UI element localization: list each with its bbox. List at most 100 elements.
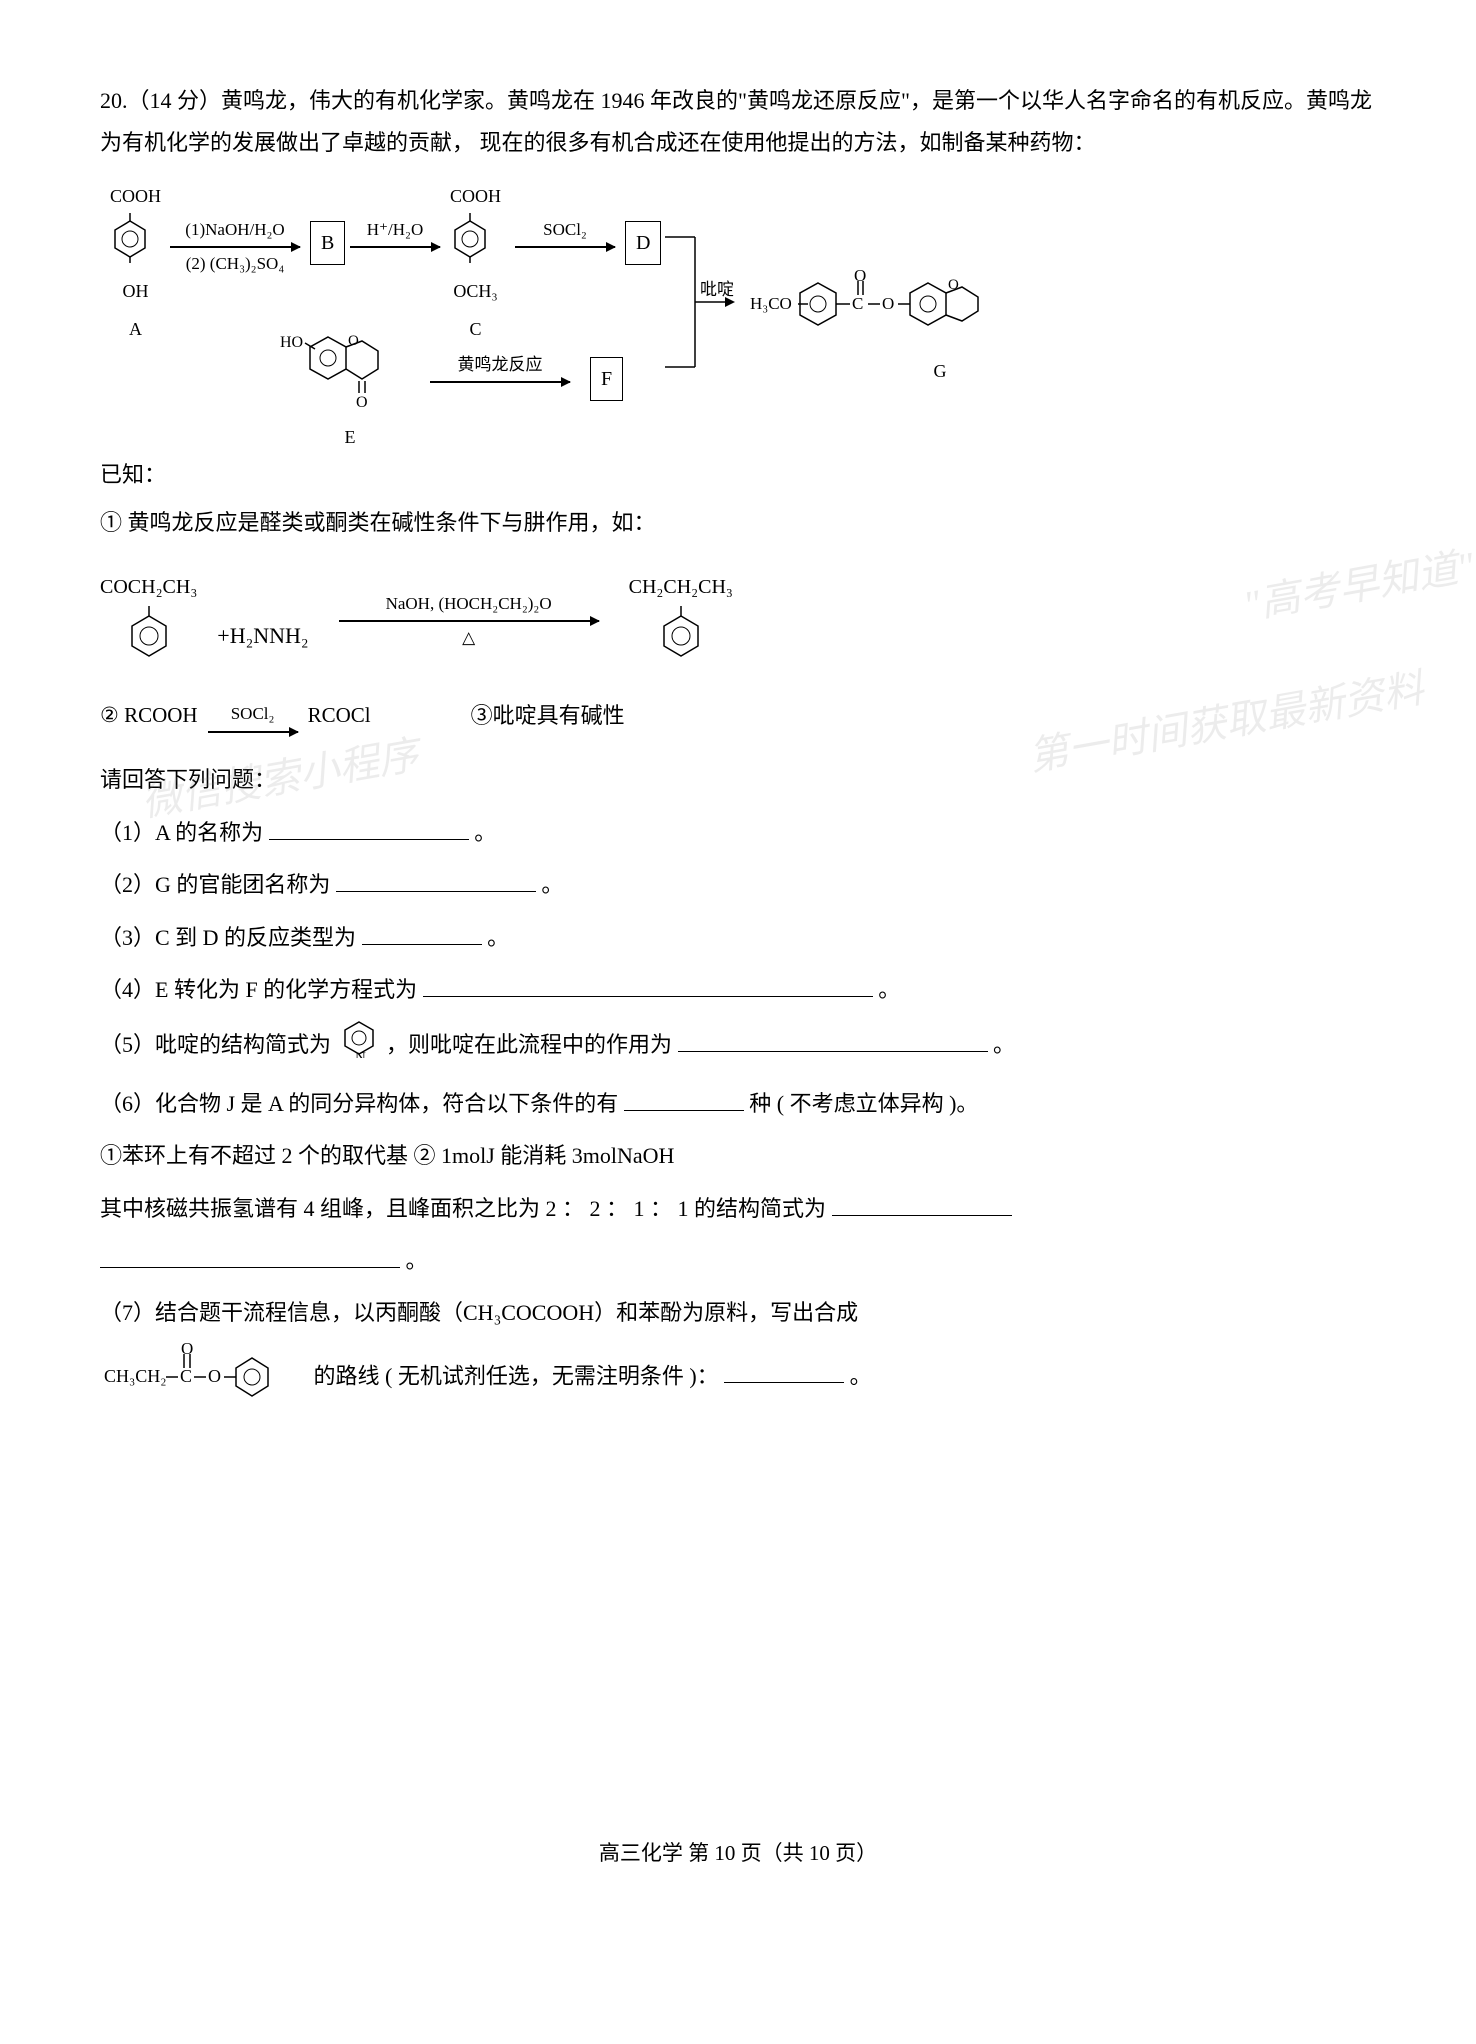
plus-hydrazine: +H₂NNH₂	[217, 615, 308, 657]
q6-mid: 种 ( 不考虑立体异构 )。	[749, 1091, 978, 1116]
compound-a: COOH OH A	[110, 179, 161, 347]
bracket-lines	[665, 232, 735, 383]
q7a-text: （7）结合题干流程信息，以丙酮酸（CH₃COCOOH）和苯酚为原料，写出合成	[100, 1300, 858, 1325]
blank-q3[interactable]	[362, 923, 482, 945]
q5b-text: ，则吡啶在此流程中的作用为	[386, 1032, 672, 1057]
arrow-a-b: (1)NaOH/H₂O (2) (CH₃)₂SO₄	[170, 214, 300, 281]
question-points: （14 分）	[128, 88, 222, 113]
benzene-icon	[110, 213, 150, 263]
svg-text:O: O	[348, 333, 359, 349]
item2-arrow: SOCl₂	[208, 698, 298, 732]
compound-label-g: G	[750, 354, 1130, 388]
compound-c: COOH OCH₃ C	[450, 179, 501, 347]
arrow-socl2: SOCl₂	[231, 698, 275, 730]
arrow-label: SOCl₂	[515, 214, 615, 246]
arrow-label-pyridine: 吡啶	[700, 274, 734, 306]
compound-label-e: E	[280, 420, 420, 454]
blank-q6b[interactable]	[832, 1194, 1012, 1216]
q5a-text: （5）吡啶的结构简式为	[100, 1032, 331, 1057]
subq-5: （5）吡啶的结构简式为 N ，则吡啶在此流程中的作用为 。	[100, 1018, 1376, 1075]
svg-text:O: O	[882, 294, 894, 313]
subq-6-cond: ①苯环上有不超过 2 个的取代基 ② 1molJ 能消耗 3molNaOH	[100, 1132, 1376, 1180]
blank-q2[interactable]	[336, 870, 536, 892]
compound-e: HO O O E	[280, 329, 420, 454]
blank-q4[interactable]	[423, 975, 873, 997]
item2-right: RCOCl	[308, 696, 371, 736]
subq-2: （2）G 的官能团名称为 。	[100, 861, 1376, 909]
arrow-e-f: 黄鸣龙反应	[430, 349, 570, 383]
given-header: 已知：	[100, 454, 1376, 496]
blank-q5[interactable]	[678, 1030, 988, 1052]
subq-7: （7）结合题干流程信息，以丙酮酸（CH₃COCOOH）和苯酚为原料，写出合成	[100, 1289, 1376, 1337]
cond-bottom: △	[462, 622, 475, 654]
subq-3: （3）C 到 D 的反应类型为 。	[100, 914, 1376, 962]
box-d: D	[625, 221, 661, 265]
q2-end: 。	[541, 872, 563, 897]
subq-1: （1）A 的名称为 。	[100, 809, 1376, 857]
arrow-b-c: H⁺/H₂O	[350, 214, 440, 248]
q7-target-structure: CH₃CH₂ C O O	[104, 1342, 304, 1414]
subq-7-struct-row: CH₃CH₂ C O O 的路线 ( 无机试剂任选，无需注明条件 )： 。	[100, 1342, 1376, 1414]
sub-left: COCH₂CH₃	[100, 568, 197, 606]
page-footer: 高三化学 第 10 页（共 10 页）	[100, 1834, 1376, 1874]
example-reaction: COCH₂CH₃ +H₂NNH₂ NaOH, (HOCH₂CH₂)₂O △ CH…	[100, 568, 1376, 675]
benzene-icon	[450, 213, 490, 263]
question-intro: 20.（14 分）黄鸣龙，伟大的有机化学家。黄鸣龙在 1946 年改良的"黄鸣龙…	[100, 80, 1376, 164]
compound-g: H₃CO C O O O G	[750, 269, 1130, 388]
arrow-label-top: (1)NaOH/H₂O	[170, 214, 300, 246]
compound-f: F	[590, 357, 623, 401]
item2-left: ② RCOOH	[100, 696, 198, 736]
q6-nmr-text: 其中核磁共振氢谱有 4 组峰，且峰面积之比为 2 ： 2 ： 1 ： 1 的结构…	[100, 1196, 826, 1221]
example-left: COCH₂CH₃	[100, 568, 197, 675]
question-intro-text: 黄鸣龙，伟大的有机化学家。黄鸣龙在 1946 年改良的"黄鸣龙还原反应"，是第一…	[100, 88, 1372, 155]
given-items-2-3: ② RCOOH SOCl₂ RCOCl ③吡啶具有碱性 第一时间获取最新资料	[100, 695, 1376, 737]
svg-text:O: O	[208, 1366, 221, 1386]
compound-label-c: C	[450, 312, 501, 346]
q7b-text: 的路线 ( 无机试剂任选，无需注明条件 )：	[314, 1363, 719, 1388]
subq-6: （6）化合物 J 是 A 的同分异构体，符合以下条件的有 种 ( 不考虑立体异构…	[100, 1080, 1376, 1128]
benzene-icon	[656, 606, 706, 661]
arrow-label-bottom: (2) (CH₃)₂SO₄	[170, 248, 300, 280]
product-g-structure-icon: H₃CO C O O O	[750, 269, 1130, 339]
q1-end: 。	[474, 820, 496, 845]
subquestions-section: 微信搜索小程序 请回答下列问题： （1）A 的名称为 。 （2）G 的官能团名称…	[100, 756, 1376, 1414]
item3: ③吡啶具有碱性	[471, 695, 625, 737]
compound-label-a: A	[110, 312, 161, 346]
arrow-label: 黄鸣龙反应	[430, 349, 570, 381]
label-cooh: COOH	[450, 179, 501, 213]
subq-4: （4）E 转化为 F 的化学方程式为 。	[100, 966, 1376, 1014]
blank-q6a[interactable]	[624, 1089, 744, 1111]
svg-text:O: O	[181, 1342, 193, 1358]
box-b: B	[310, 221, 345, 265]
q6-text: （6）化合物 J 是 A 的同分异构体，符合以下条件的有	[100, 1091, 618, 1116]
compound-e-structure-icon: HO O O	[280, 329, 420, 409]
svg-text:O: O	[356, 394, 368, 409]
given-item1: ① 黄鸣龙反应是醛类或酮类在碱性条件下与肼作用，如：	[100, 499, 1376, 547]
q7-end: 。	[850, 1363, 872, 1388]
reaction-scheme: COOH OH A (1)NaOH/H₂O (2) (CH₃)₂SO₄ B H⁺…	[100, 179, 1376, 439]
subq-6-nmr: 其中核磁共振氢谱有 4 组峰，且峰面积之比为 2 ： 2 ： 1 ： 1 的结构…	[100, 1185, 1376, 1233]
arrow-label: H⁺/H₂O	[350, 214, 440, 246]
q3-end: 。	[487, 925, 509, 950]
blank-q1[interactable]	[269, 818, 469, 840]
cond-top: NaOH, (HOCH₂CH₂)₂O	[386, 588, 552, 620]
q6-end: 。	[406, 1248, 428, 1273]
svg-text:CH₃CH₂: CH₃CH₂	[104, 1366, 167, 1386]
q3-text: （3）C 到 D 的反应类型为	[100, 925, 356, 950]
svg-text:H₃CO: H₃CO	[750, 294, 792, 313]
label-oh: OH	[110, 274, 161, 308]
label-och3: OCH₃	[450, 274, 501, 308]
svg-text:C: C	[180, 1366, 192, 1386]
compound-d: D	[625, 221, 661, 265]
blank-q7[interactable]	[724, 1361, 844, 1383]
q2-text: （2）G 的官能团名称为	[100, 872, 330, 897]
subq-header: 请回答下列问题：	[100, 756, 1376, 804]
arrow-c-d: SOCl₂	[515, 214, 615, 248]
pyridine-icon: N	[341, 1018, 377, 1058]
q4-text: （4）E 转化为 F 的化学方程式为	[100, 977, 417, 1002]
example-right: CH₂CH₂CH₃	[629, 568, 733, 675]
label-cooh: COOH	[110, 179, 161, 213]
q4-end: 。	[878, 977, 900, 1002]
benzene-icon	[124, 606, 174, 661]
blank-q6c[interactable]	[100, 1246, 400, 1268]
